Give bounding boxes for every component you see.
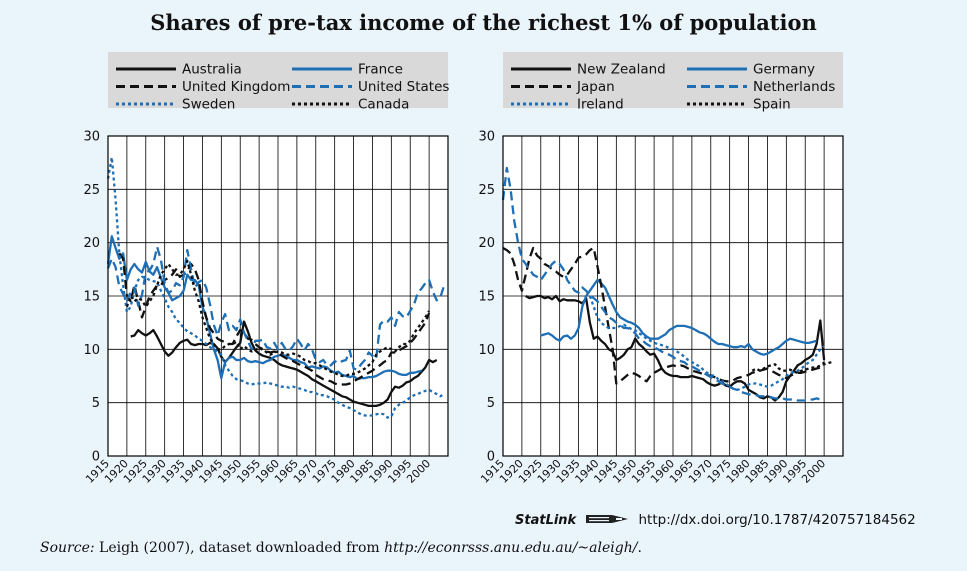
series-group — [501, 166, 833, 402]
series-line-united-kingdom — [118, 252, 431, 386]
legend: New Zealand Germany Japan Netherlands Irelan… — [503, 52, 843, 113]
legend-label-sweden: Sweden — [182, 97, 235, 113]
y-tick-label: 15 — [478, 290, 495, 305]
y-tick-label: 15 — [83, 290, 100, 305]
statlink: StatLink http://dx.doi.org/10.1787/42075… — [515, 512, 916, 529]
statlink-url[interactable]: http://dx.doi.org/10.1787/420757184562 — [638, 512, 916, 528]
source-end: . — [637, 540, 642, 556]
source-note: Source: Leigh (2007), dataset downloaded… — [40, 540, 642, 556]
series-line-sweden — [106, 156, 445, 419]
y-tick-label: 5 — [92, 396, 100, 411]
legend-label-netherlands: Netherlands — [753, 79, 835, 95]
plot-border — [107, 135, 449, 457]
legend-label-spain: Spain — [753, 97, 791, 113]
source-label: Source: — [40, 540, 95, 556]
source-text: Leigh (2007), dataset downloaded from — [99, 540, 385, 556]
legend-label-canada: Canada — [358, 97, 409, 113]
legend-label-australia: Australia — [182, 62, 242, 78]
y-tick-label: 5 — [487, 396, 495, 411]
chart-left: Australia France United Kingdom United Stat… — [83, 52, 449, 486]
y-tick-label: 30 — [478, 130, 495, 145]
legend: Australia France United Kingdom United Stat… — [108, 52, 449, 113]
legend-label-france: France — [358, 62, 403, 78]
y-tick-label: 0 — [92, 450, 100, 465]
series-line-new-zealand — [525, 294, 826, 402]
statlink-brand: StatLink — [515, 513, 577, 528]
legend-label-united-states: United States — [358, 79, 449, 95]
statlink-logo-icon — [586, 513, 629, 529]
legend-background — [503, 52, 843, 108]
legend-background — [108, 52, 448, 108]
gridlines — [503, 135, 843, 457]
y-tick-label: 25 — [83, 183, 100, 198]
legend-label-new-zealand: New Zealand — [577, 62, 666, 78]
page-title: Shares of pre-tax income of the richest … — [150, 10, 817, 35]
y-tick-label: 10 — [83, 343, 100, 358]
y-tick-label: 20 — [83, 236, 100, 251]
legend-label-united-kingdom: United Kingdom — [182, 79, 290, 95]
source-url[interactable]: http://econrsss.anu.edu.au/~aleigh/ — [384, 540, 638, 556]
chart-right: New Zealand Germany Japan Netherlands Irelan… — [478, 52, 844, 486]
series-line-netherlands — [501, 166, 821, 402]
series-line-australia — [130, 320, 438, 408]
y-tick-label: 25 — [478, 183, 495, 198]
plot-border — [502, 135, 844, 457]
series-line-germany — [540, 278, 817, 356]
series-line-ireland — [588, 295, 825, 392]
y-tick-label: 30 — [83, 130, 100, 145]
legend-label-germany: Germany — [753, 62, 815, 78]
series-line-spain — [751, 360, 833, 374]
series-line-united-states — [106, 245, 446, 371]
legend-label-japan: Japan — [576, 79, 615, 95]
legend-label-ireland: Ireland — [577, 97, 624, 113]
y-tick-label: 0 — [487, 450, 495, 465]
y-tick-label: 10 — [478, 343, 495, 358]
series-group — [106, 156, 446, 419]
series-line-canada — [125, 259, 431, 378]
series-line-japan — [502, 246, 826, 385]
y-tick-label: 20 — [478, 236, 495, 251]
